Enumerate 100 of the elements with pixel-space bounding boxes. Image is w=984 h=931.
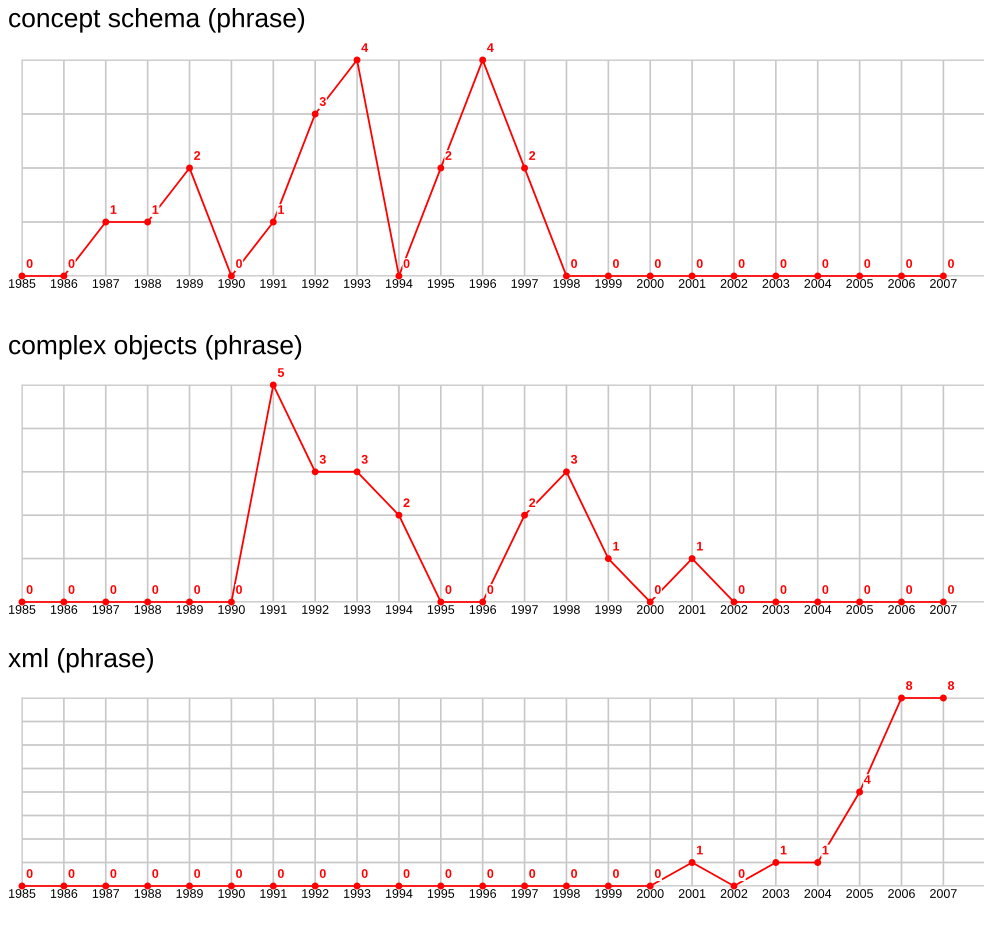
point [646,598,654,606]
x-tick-label: 1986 [50,889,78,898]
x-tick-label: 1997 [512,605,538,614]
data-label: 0 [26,259,33,268]
data-label: 0 [278,869,284,878]
point [186,164,193,172]
x-tick-label: 1988 [134,889,162,898]
data-label: 0 [404,869,410,878]
x-tick-label: 1987 [92,279,120,288]
x-tick-label: 1991 [260,279,287,288]
x-tick-label: 1990 [218,605,245,614]
point [354,882,361,890]
point [102,218,110,226]
point [646,272,654,280]
x-tick-label: 2006 [888,279,915,288]
point [814,859,822,866]
data-label: 0 [236,259,242,268]
x-tick-label: 2000 [636,605,664,614]
x-tick-label: 2006 [888,889,915,898]
point [228,598,235,606]
point [562,468,570,476]
data-label: 1 [697,542,703,550]
data-label: 0 [571,869,578,878]
data-label: 0 [320,869,326,878]
data-label: 1 [613,542,620,550]
point [814,598,822,606]
x-tick-label: 1991 [260,889,287,898]
x-tick-label: 1993 [344,279,370,288]
x-tick-label: 1992 [302,889,328,898]
point [730,272,738,280]
point [604,882,612,890]
x-tick-label: 1998 [554,279,580,288]
point [312,882,319,890]
point [521,882,528,890]
x-tick-label: 1999 [595,279,622,288]
point [772,859,780,866]
point [102,882,110,890]
point [60,272,68,280]
data-label: 0 [152,869,158,878]
data-label: 0 [654,585,661,594]
point [730,598,738,606]
point [144,598,152,606]
x-tick-label: 2000 [636,889,664,898]
point [186,598,193,606]
x-tick-label: 2005 [846,279,873,288]
data-label: 0 [906,585,912,594]
chart-title: xml (phrase) [8,648,153,673]
point [772,598,780,606]
x-tick-label: 2007 [930,889,957,898]
x-tick-label: 1988 [134,279,162,288]
point [688,859,696,866]
x-tick-label: 1993 [344,605,370,614]
point [604,272,612,280]
data-label: 1 [152,205,158,214]
x-tick-label: 1989 [176,279,203,288]
point [437,164,444,172]
point [228,272,235,280]
data-label: 0 [236,585,242,594]
point [437,882,444,890]
chart-title: concept schema (phrase) [9,8,304,33]
x-tick-label: 1986 [50,605,78,614]
x-tick-label: 1996 [470,279,496,288]
point [856,272,864,280]
x-tick-label: 1988 [134,605,162,614]
point [856,598,864,606]
point [437,598,444,606]
data-label: 0 [906,259,912,268]
point [228,882,235,890]
data-label: 0 [445,869,452,878]
point [395,882,402,890]
x-tick-label: 2000 [636,279,664,288]
data-label: 0 [68,259,74,268]
x-tick-label: 1999 [595,889,622,898]
x-tick-label: 1999 [595,605,622,614]
point [354,56,361,64]
x-tick-label: 1998 [554,889,580,898]
point [562,272,570,280]
data-label: 3 [320,97,326,106]
x-tick-label: 1994 [386,279,412,288]
data-label: 1 [822,846,829,854]
data-label: 0 [822,259,828,268]
data-label: 0 [404,259,410,268]
point [144,882,152,890]
point [312,468,319,476]
point [940,694,947,702]
x-tick-label: 1985 [9,889,36,898]
data-label: 0 [738,259,745,268]
data-label: 0 [654,259,661,268]
point [898,272,905,280]
x-tick-label: 1992 [302,605,328,614]
point [479,598,486,606]
x-tick-label: 1996 [470,605,496,614]
x-tick-label: 2002 [720,889,748,898]
data-label: 0 [68,585,74,594]
x-tick-label: 2001 [678,279,706,288]
data-label: 0 [780,585,786,594]
x-tick-label: 2001 [678,605,706,614]
data-label: 4 [361,43,368,52]
point [479,56,486,64]
x-tick-label: 1995 [428,889,454,898]
